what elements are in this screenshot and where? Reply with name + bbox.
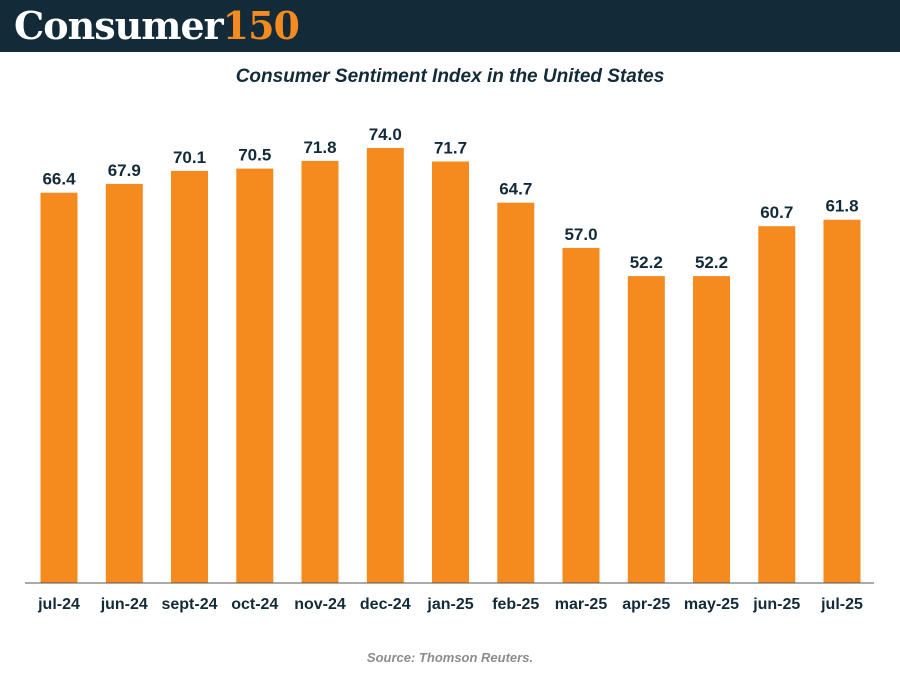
value-label-feb-25: 64.7 bbox=[499, 180, 532, 199]
value-label-sept-24: 70.1 bbox=[173, 148, 206, 167]
header-bar: Consumer150 bbox=[0, 0, 900, 52]
bar-nov-24 bbox=[301, 160, 339, 583]
bar-jul-25 bbox=[823, 219, 861, 583]
bar-jul-24 bbox=[40, 192, 78, 583]
value-label-jun-24: 67.9 bbox=[108, 161, 141, 180]
value-label-jul-24: 66.4 bbox=[42, 170, 76, 189]
chart-title: Consumer Sentiment Index in the United S… bbox=[235, 66, 665, 87]
brand-logo: Consumer150 bbox=[14, 3, 300, 48]
bar-jun-24 bbox=[105, 183, 143, 583]
x-tick-label-feb-25: feb-25 bbox=[492, 596, 539, 613]
x-tick-label-may-25: may-25 bbox=[684, 596, 739, 613]
x-tick-label-dec-24: dec-24 bbox=[360, 596, 411, 613]
x-tick-label-jul-25: jul-25 bbox=[820, 596, 863, 613]
value-label-apr-25: 52.2 bbox=[630, 253, 663, 272]
value-label-may-25: 52.2 bbox=[695, 253, 728, 272]
value-label-jul-25: 61.8 bbox=[825, 197, 858, 216]
value-label-nov-24: 71.8 bbox=[303, 138, 336, 157]
logo-word: Consumer bbox=[14, 3, 224, 48]
bar-mar-25 bbox=[562, 247, 600, 583]
x-tick-label-oct-24: oct-24 bbox=[231, 596, 278, 613]
x-tick-label-nov-24: nov-24 bbox=[294, 596, 346, 613]
x-tick-label-jul-24: jul-24 bbox=[37, 596, 80, 613]
bar-apr-25 bbox=[627, 276, 665, 583]
x-tick-label-jun-24: jun-24 bbox=[100, 596, 148, 613]
value-label-dec-24: 74.0 bbox=[369, 125, 402, 144]
value-label-jun-25: 60.7 bbox=[760, 203, 793, 222]
value-label-mar-25: 57.0 bbox=[564, 225, 597, 244]
bar-oct-24 bbox=[236, 168, 274, 583]
bar-feb-25 bbox=[497, 202, 535, 583]
x-tick-label-sept-24: sept-24 bbox=[161, 596, 217, 613]
value-label-oct-24: 70.5 bbox=[238, 146, 271, 165]
source-note: Source: Thomson Reuters. bbox=[366, 650, 534, 665]
bar-jan-25 bbox=[432, 161, 469, 583]
bar-dec-24 bbox=[366, 148, 404, 583]
x-tick-label-jan-25: jan-25 bbox=[426, 596, 473, 613]
bar-may-25 bbox=[693, 276, 730, 583]
logo-number: 150 bbox=[222, 3, 300, 48]
x-tick-label-mar-25: mar-25 bbox=[555, 596, 608, 613]
x-tick-label-apr-25: apr-25 bbox=[622, 596, 670, 613]
bar-jun-25 bbox=[758, 226, 796, 583]
x-tick-label-jun-25: jun-25 bbox=[752, 596, 800, 613]
value-label-jan-25: 71.7 bbox=[434, 139, 467, 158]
bar-sept-24 bbox=[171, 170, 208, 583]
